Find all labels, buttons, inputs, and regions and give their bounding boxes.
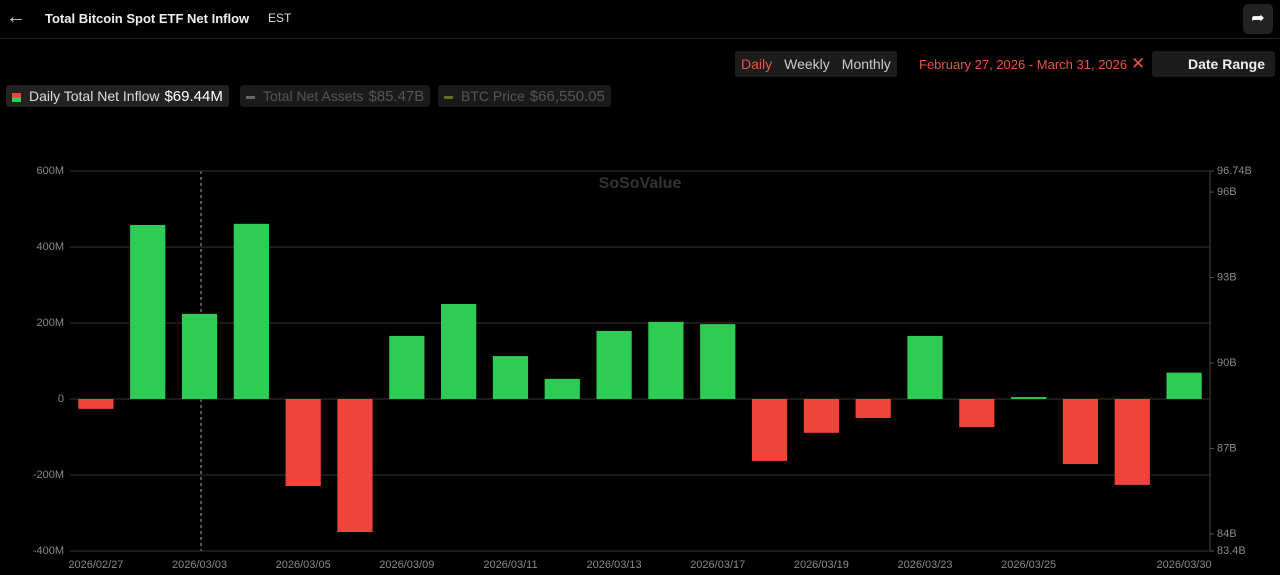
bar bbox=[959, 399, 995, 428]
bar bbox=[337, 399, 373, 532]
timezone[interactable]: EST bbox=[268, 11, 292, 25]
legend-swatch bbox=[246, 95, 255, 99]
y-tick-label: -200M bbox=[33, 469, 64, 481]
y-tick-label: 0 bbox=[58, 393, 64, 405]
bar bbox=[907, 335, 943, 399]
period-tab[interactable]: Daily bbox=[741, 56, 773, 72]
x-tick-label: 2026/03/13 bbox=[587, 559, 642, 571]
y2-tick-label: 96B bbox=[1217, 186, 1237, 198]
bar bbox=[441, 304, 477, 399]
legend-item[interactable]: BTC Price $66,550.05 bbox=[438, 85, 611, 107]
y-tick-label: 200M bbox=[36, 317, 64, 329]
y2-tick-label: 84B bbox=[1217, 528, 1237, 540]
x-tick-label: 2026/03/09 bbox=[379, 559, 434, 571]
y-tick-label: -400M bbox=[33, 545, 64, 557]
bar bbox=[700, 324, 736, 399]
x-tick-label: 2026/03/03 bbox=[172, 559, 227, 571]
bar bbox=[389, 335, 425, 399]
bar bbox=[803, 399, 839, 433]
period-tab[interactable]: Weekly bbox=[784, 56, 830, 72]
clear-date[interactable]: ✕ bbox=[1131, 54, 1146, 73]
bar bbox=[492, 356, 529, 399]
x-tick-label: 2026/03/11 bbox=[483, 559, 537, 571]
legend-value: $66,550.05 bbox=[529, 88, 605, 105]
y-tick-label: 600M bbox=[36, 165, 64, 177]
period-tab[interactable]: Monthly bbox=[841, 56, 891, 72]
y2-tick-label: 87B bbox=[1217, 442, 1237, 454]
legend-swatch bbox=[12, 92, 21, 102]
bar bbox=[130, 224, 166, 399]
y2-tick-label: 83.4B bbox=[1217, 545, 1246, 557]
bar bbox=[78, 399, 114, 409]
x-tick-label: 2026/03/05 bbox=[276, 559, 331, 571]
bar bbox=[1166, 372, 1202, 399]
x-tick-label: 2026/02/27 bbox=[68, 559, 123, 571]
legend-name: Total Net Assets bbox=[263, 88, 364, 104]
y-tick-label: 400M bbox=[36, 241, 64, 253]
bar bbox=[855, 399, 891, 418]
watermark: SoSoValue bbox=[599, 175, 682, 192]
bar bbox=[596, 330, 632, 399]
share-button[interactable]: ➦ bbox=[1243, 4, 1273, 34]
bar bbox=[1114, 399, 1150, 485]
x-tick-label: 2026/03/30 bbox=[1157, 559, 1212, 571]
top-bar: ← Total Bitcoin Spot ETF Net Inflow EST … bbox=[0, 0, 1280, 39]
x-tick-label: 2026/03/17 bbox=[690, 559, 745, 571]
date-range-button[interactable]: Date Range bbox=[1152, 51, 1275, 77]
bar bbox=[181, 313, 218, 399]
x-tick-label: 2026/03/19 bbox=[794, 559, 849, 571]
legend-item[interactable]: Total Net Assets $85.47B bbox=[240, 85, 431, 107]
legend-name: BTC Price bbox=[461, 88, 525, 104]
legend-value: $69.44M bbox=[164, 88, 223, 105]
x-tick-label: 2026/03/25 bbox=[1001, 559, 1056, 571]
legend-value: $85.47B bbox=[368, 88, 425, 105]
back-button[interactable]: ← bbox=[6, 6, 26, 28]
bar bbox=[233, 223, 269, 399]
bar bbox=[751, 399, 788, 461]
y2-tick-label: 93B bbox=[1217, 271, 1237, 283]
bar bbox=[648, 321, 684, 399]
bar bbox=[1062, 399, 1099, 464]
bar bbox=[285, 399, 321, 487]
x-tick-label: 2026/03/23 bbox=[897, 559, 952, 571]
period-tabs: Daily Weekly Monthly bbox=[735, 51, 897, 77]
legend-item[interactable]: Daily Total Net Inflow $69.44M bbox=[6, 85, 229, 107]
date-range[interactable]: February 27, 2026 - March 31, 2026 bbox=[919, 57, 1128, 72]
bar bbox=[544, 378, 580, 399]
bar bbox=[1011, 397, 1047, 399]
legend-swatch bbox=[444, 95, 453, 99]
y2-tick-label: 90B bbox=[1217, 357, 1237, 369]
y2-tick-label: 96.74B bbox=[1217, 165, 1252, 177]
title: Total Bitcoin Spot ETF Net Inflow bbox=[45, 11, 250, 26]
legend-name: Daily Total Net Inflow bbox=[29, 88, 160, 104]
